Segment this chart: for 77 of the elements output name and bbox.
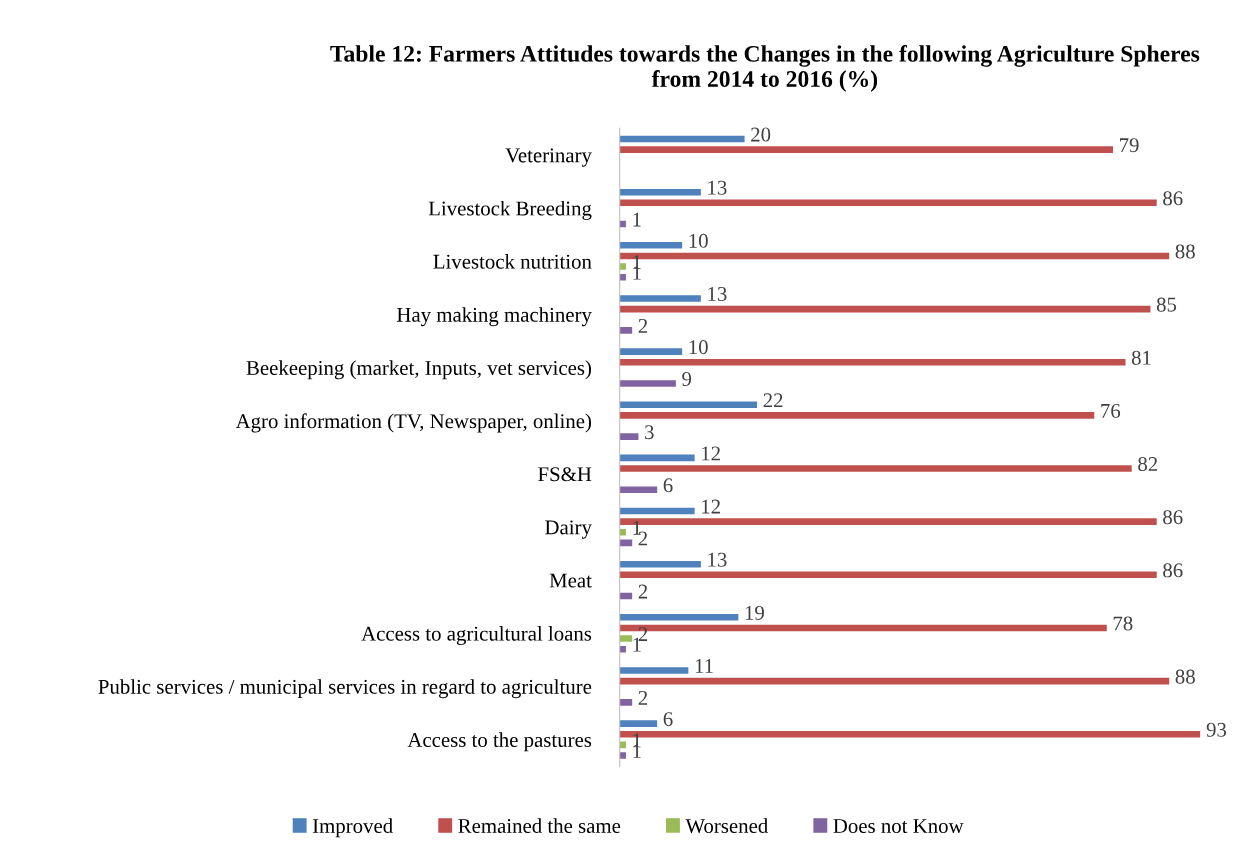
y-tick-label: Livestock Breeding: [428, 200, 592, 220]
data-label: 9: [682, 372, 692, 387]
bar: [619, 412, 1095, 419]
bar: [619, 486, 658, 494]
data-label: 11: [695, 659, 713, 673]
bar: [619, 752, 626, 759]
y-tick-label: FS&H: [538, 467, 592, 482]
data-label: 78: [1113, 616, 1133, 631]
bar: [619, 348, 683, 355]
data-label: 86: [1163, 510, 1183, 525]
bar: [619, 677, 1170, 685]
data-label: 12: [702, 499, 720, 514]
bar: [619, 188, 701, 196]
bar: [619, 135, 745, 143]
data-label: 12: [702, 446, 720, 461]
bar: [619, 401, 758, 409]
bar: [619, 263, 626, 270]
data-label: 13: [708, 552, 727, 567]
y-tick-label: Access to agricultural loans: [361, 626, 592, 645]
y-tick-label: Dairy: [545, 520, 592, 539]
bar: [619, 380, 676, 387]
bar: [619, 560, 701, 568]
y-tick-label: Meat: [549, 573, 592, 588]
bar: [619, 614, 739, 621]
bar: [619, 571, 1157, 579]
data-label: 2: [638, 690, 648, 705]
data-label: 10: [689, 233, 708, 248]
data-label: 81: [1131, 350, 1151, 365]
bar: [619, 433, 639, 440]
data-label: 2: [638, 584, 648, 599]
data-label: 82: [1138, 457, 1158, 472]
bar: [619, 242, 683, 249]
y-tick-label: Veterinary: [505, 148, 592, 167]
data-label: 3: [645, 425, 654, 440]
y-tick-label: Public services / municipal services in regard to agriculture: [98, 679, 592, 699]
data-label: 76: [1101, 403, 1121, 418]
data-label: 20: [751, 127, 771, 142]
bar: [619, 507, 695, 515]
bar: [619, 327, 633, 334]
data-label: 22: [763, 393, 783, 408]
bar: [619, 358, 1126, 366]
bar: [619, 528, 626, 536]
bar: [619, 146, 1114, 153]
y-tick-label: Livestock nutrition: [433, 254, 592, 269]
data-label: 13: [708, 287, 727, 302]
bar: [619, 720, 658, 727]
y-tick-label: Access to the pastures: [407, 732, 592, 752]
data-label: 88: [1175, 669, 1195, 684]
data-label: 10: [689, 340, 708, 355]
data-label: 93: [1206, 722, 1227, 737]
data-label: 88: [1175, 244, 1195, 259]
data-label: 85: [1156, 297, 1177, 312]
legend-label: Worsened: [685, 818, 768, 834]
data-label: 86: [1163, 563, 1183, 578]
legend-label: Does not Know: [833, 819, 964, 834]
data-label: 86: [1163, 191, 1183, 206]
data-label: 13: [708, 180, 727, 195]
bar: [619, 635, 633, 642]
data-label: 6: [663, 712, 673, 727]
bar: [619, 667, 689, 674]
y-tick-label: Beekeeping (market, Inputs, vet services): [246, 360, 591, 380]
legend-label: Remained the same: [458, 818, 621, 834]
bar: [619, 295, 701, 302]
data-label: 79: [1120, 138, 1139, 153]
bar: [619, 465, 1132, 472]
bar: [619, 454, 695, 462]
data-label: 6: [663, 478, 673, 493]
bar: [619, 699, 633, 706]
y-tick-label: Hay making machinery: [396, 307, 592, 327]
data-label: 1: [633, 212, 641, 227]
chart-title: Table 12: Farmers Attitudes towards the Changes in the following Agriculture Spheres from 2014 to 2016 (%): [330, 44, 1200, 92]
legend-label: Improved: [312, 818, 393, 838]
data-label: 2: [638, 318, 648, 333]
y-tick-label: Agro information (TV, Newspaper, online): [235, 413, 592, 433]
data-label: 19: [745, 605, 764, 620]
bar: [619, 199, 1157, 207]
bar: [619, 305, 1151, 313]
